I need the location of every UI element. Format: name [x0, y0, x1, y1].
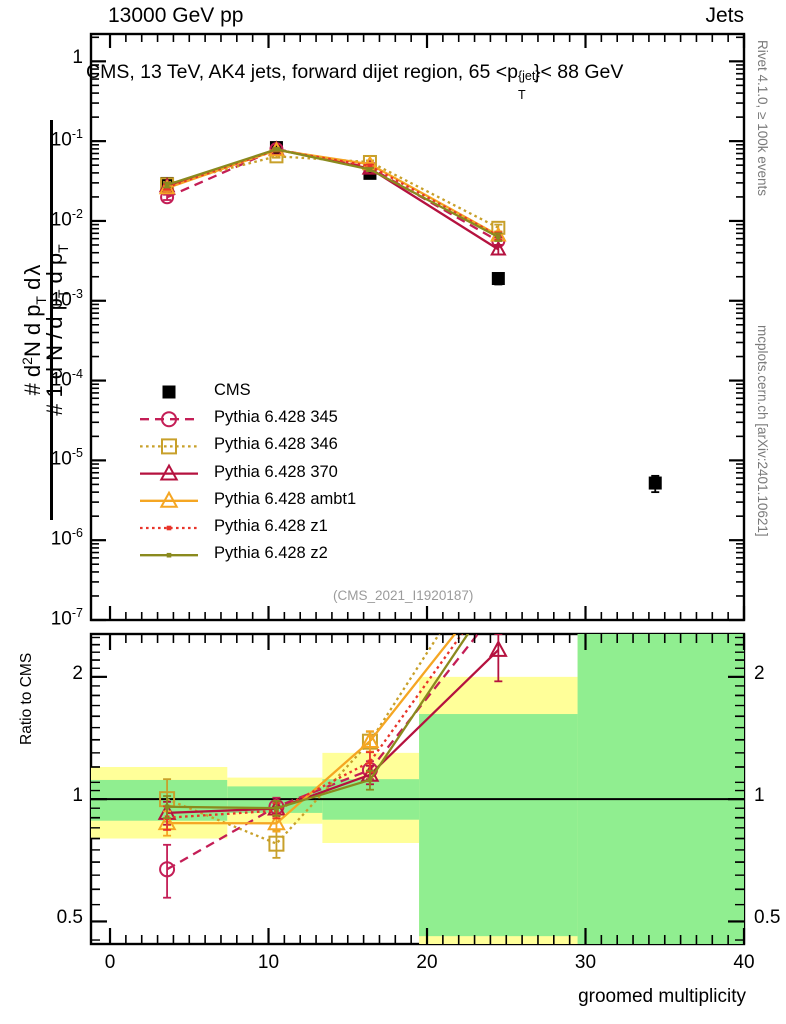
legend-entry-label: Pythia 6.428 z2: [214, 544, 328, 563]
ratio-ytick-label: 2: [72, 662, 83, 684]
main-ytick-label: 10-4: [50, 366, 83, 390]
main-series-group: [158, 140, 662, 494]
x-tick-label: 20: [416, 952, 438, 973]
main-ytick-label: 10-3: [50, 286, 83, 311]
ratio-ytick-label: 1: [754, 785, 765, 807]
x-tick-label: 10: [257, 952, 280, 973]
legend-entry-label: Pythia 6.428 ambt1: [214, 489, 357, 508]
ratio-ytick-label: 0.5: [754, 907, 781, 929]
plot-title: CMS, 13 TeV, AK4 jets, forward dijet reg…: [86, 61, 624, 102]
legend-entry-label: Pythia 6.428 346: [214, 435, 338, 454]
main-axis-ticks: [91, 34, 746, 622]
x-axis-ticks: [108, 634, 746, 944]
main-ylabel-fraction-bar: [50, 120, 53, 520]
rivet-version-label: Rivet 4.1.0, ≥ 100k events: [755, 40, 770, 196]
x-tick-label: 0: [104, 952, 116, 973]
main-ytick-label: 1: [72, 47, 83, 69]
ratio-uncertainty-bands: [91, 634, 744, 944]
legend-entry-label: Pythia 6.428 370: [214, 462, 338, 481]
plot-title-before: CMS, 13 TeV, AK4 jets, forward dijet reg…: [86, 61, 518, 83]
main-ylabel: #d2Nd pT dλ #1d N /d pT d pT: [0, 0, 92, 620]
legend-entry-label: Pythia 6.428 z1: [214, 517, 328, 535]
ratio-ytick-label: 0.5: [56, 907, 83, 929]
legend-entry-label: CMS: [214, 381, 251, 399]
main-ytick-label: 10-6: [50, 526, 83, 550]
x-tick-label: 40: [733, 952, 755, 973]
x-axis-label: groomed multiplicity: [578, 986, 746, 1007]
mcplots-reference-label: mcplots.cern.ch [arXiv:2401.10621]: [755, 325, 770, 537]
plot-title-after: }< 88 GeV: [533, 61, 624, 83]
analysis-watermark: (CMS_2021_I1920187): [333, 588, 474, 603]
svg-text:#d2Nd pT dλ: #d2Nd pT dλ: [19, 265, 49, 396]
main-ytick-label: 10-2: [50, 206, 83, 231]
plot-title-superscript: {jet}: [517, 69, 540, 83]
header-category-label: Jets: [705, 4, 744, 27]
main-ytick-label: 10-5: [50, 446, 83, 470]
main-ytick-label: 10-7: [50, 606, 83, 630]
header-beam-label: 13000 GeV pp: [108, 4, 244, 27]
x-tick-label: 30: [574, 952, 597, 973]
ratio-ylabel: Ratio to CMS: [18, 652, 35, 745]
ratio-ytick-label: 1: [72, 785, 83, 807]
plot-title-subscript: T: [517, 88, 526, 102]
legend-entry-label: Pythia 6.428 345: [214, 408, 338, 427]
svg-text:#1d N /d pT d pT: #1d N /d pT d pT: [42, 244, 71, 416]
main-ytick-label: 10-1: [50, 127, 83, 151]
ratio-ytick-label: 2: [754, 662, 765, 684]
legend: CMS Pythia 6.428 345 Pythia 6.428 346 Pythi…: [140, 380, 440, 563]
ratio-series-group: [157, 634, 508, 899]
